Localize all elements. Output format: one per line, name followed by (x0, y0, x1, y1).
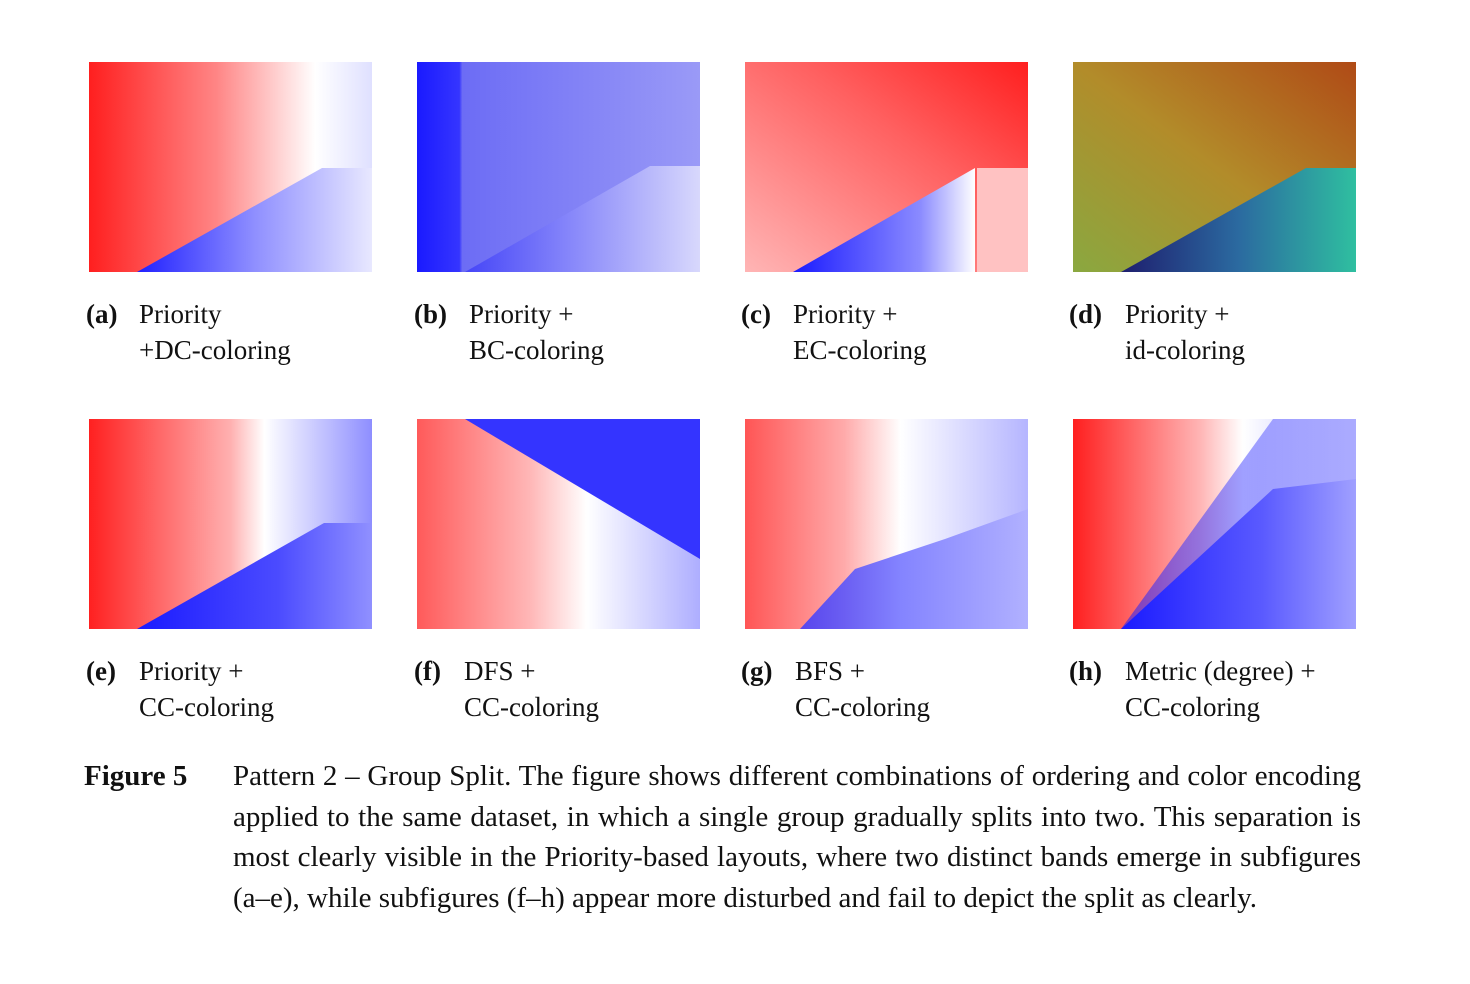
subfigure-f-caption-line2: CC-coloring (464, 692, 599, 722)
subfigure-g-label: (g) (741, 656, 773, 686)
subfigure-d-caption-line1: Priority + (1125, 299, 1230, 329)
subfigure-d-image (1073, 62, 1356, 272)
subfigure-c-label: (c) (741, 299, 771, 329)
subfigure-h-caption-line2: CC-coloring (1125, 692, 1260, 722)
subfigure-h-image (1073, 419, 1356, 629)
subfigure-b-label: (b) (414, 299, 447, 329)
subfigure-g-image (745, 419, 1028, 629)
subfigure-f-image (417, 419, 700, 629)
subfigure-a-image (89, 62, 372, 272)
subfigure-b-caption-line2: BC-coloring (469, 335, 604, 365)
subfigure-b-caption-line1: Priority + (469, 299, 574, 329)
subfigure-h-label: (h) (1069, 656, 1102, 686)
subfigure-a-caption-line2: +DC-coloring (139, 335, 291, 365)
subfigure-e-image (89, 419, 372, 629)
subfigure-d-label: (d) (1069, 299, 1102, 329)
subfigure-e-label: (e) (86, 656, 116, 686)
figure-caption-text: Pattern 2 – Group Split. The figure show… (233, 760, 1361, 914)
subfigure-c-caption-line1: Priority + (793, 299, 898, 329)
subfigure-h-caption-line1: Metric (degree) + (1125, 656, 1316, 686)
subfigure-a-caption-line1: Priority (139, 299, 222, 329)
subfigure-d-caption-line2: id-coloring (1125, 335, 1245, 365)
subfigure-c-image (745, 62, 1028, 272)
subfigure-f-label: (f) (414, 656, 441, 686)
subfigure-e-caption-line2: CC-coloring (139, 692, 274, 722)
subfigure-c-caption-line2: EC-coloring (793, 335, 927, 365)
subfigure-g-caption-line2: CC-coloring (795, 692, 930, 722)
subfigure-e-caption-line1: Priority + (139, 656, 244, 686)
subfigure-g-caption-line1: BFS + (795, 656, 866, 686)
subfigure-b-image (417, 62, 700, 272)
subfigure-a-label: (a) (86, 299, 118, 329)
subfigure-f-caption-line1: DFS + (464, 656, 536, 686)
figure-caption-label: Figure 5 (84, 760, 188, 792)
